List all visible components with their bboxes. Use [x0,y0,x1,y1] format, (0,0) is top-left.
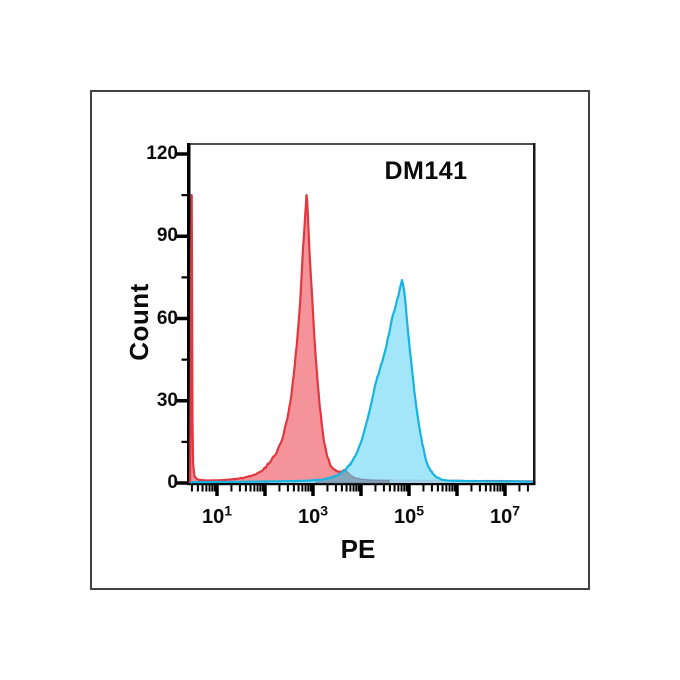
y-tick-label: 60 [156,307,178,329]
x-minor-tick [397,485,400,492]
y-minor-tick [181,276,189,279]
x-minor-tick [405,485,408,492]
x-minor-tick [278,485,281,492]
x-minor-tick [382,485,385,492]
x-minor-tick [190,485,193,492]
x-tick-label: 101 [201,502,233,528]
x-minor-tick [249,485,252,492]
x-tick-label: 107 [489,502,521,528]
x-minor-tick [309,485,312,492]
x-minor-tick [478,485,481,492]
y-major-tick [176,152,189,156]
x-minor-tick [436,485,439,492]
x-major-tick [359,485,363,496]
x-minor-tick [297,485,300,492]
y-major-tick [176,481,189,485]
x-minor-tick [208,485,211,492]
x-major-tick [311,485,315,496]
y-minor-tick [181,358,189,361]
x-minor-tick [445,485,448,492]
x-minor-tick [430,485,433,492]
y-axis-line [187,143,191,485]
x-minor-tick [213,485,216,492]
y-tick-label: 30 [156,389,178,411]
x-major-tick [455,485,459,496]
x-axis-title: PE [340,534,376,564]
y-major-tick [176,399,189,403]
x-minor-tick [403,485,406,492]
y-minor-tick [181,194,189,197]
x-minor-tick [352,485,355,492]
x-minor-tick [393,485,396,492]
x-minor-tick [493,485,496,492]
x-minor-tick [253,485,256,492]
x-minor-tick [355,485,358,492]
plot-frame-top [187,143,536,145]
x-minor-tick [489,485,492,492]
x-minor-tick [451,485,454,492]
x-minor-tick [340,485,343,492]
x-minor-tick [201,485,204,492]
x-minor-tick [526,485,529,492]
x-minor-tick [518,485,521,492]
cyan-histogram-area [190,280,533,483]
x-tick-label: 105 [393,502,425,528]
cyan-histogram-outline [190,279,533,484]
x-major-tick [215,485,219,496]
x-tick-label: 103 [297,502,329,528]
y-major-tick [176,234,189,238]
x-minor-tick [230,485,233,492]
x-minor-tick [211,485,214,492]
x-major-tick [503,485,507,496]
x-minor-tick [286,485,289,492]
x-minor-tick [334,485,337,492]
x-major-tick [407,485,411,496]
x-minor-tick [244,485,247,492]
x-minor-tick [448,485,451,492]
x-minor-tick [301,485,304,492]
x-minor-tick [441,485,444,492]
y-tick-label: 90 [156,225,178,247]
x-minor-tick [205,485,208,492]
x-minor-tick [349,485,352,492]
x-minor-tick [307,485,310,492]
x-minor-tick [496,485,499,492]
x-minor-tick [326,485,329,492]
x-minor-tick [259,485,262,492]
x-minor-tick [292,485,295,492]
x-minor-tick [388,485,391,492]
y-tick-label: 120 [146,143,178,164]
x-minor-tick [238,485,241,492]
x-minor-tick [422,485,425,492]
x-minor-tick [470,485,473,492]
x-minor-tick [261,485,264,492]
x-minor-tick [501,485,504,492]
x-minor-tick [345,485,348,492]
sample-label: DM141 [384,157,468,185]
x-minor-tick [484,485,487,492]
x-minor-tick [400,485,403,492]
x-minor-tick [357,485,360,492]
figure-border [90,90,590,590]
x-minor-tick [196,485,199,492]
x-minor-tick [499,485,502,492]
y-tick-label: 0 [167,472,178,493]
y-major-tick [176,316,189,321]
x-minor-tick [304,485,307,492]
x-minor-tick [256,485,259,492]
x-minor-tick [453,485,456,492]
x-major-tick [263,485,267,496]
x-minor-tick [374,485,377,492]
y-minor-tick [181,440,189,443]
plot-frame-right [533,143,536,485]
